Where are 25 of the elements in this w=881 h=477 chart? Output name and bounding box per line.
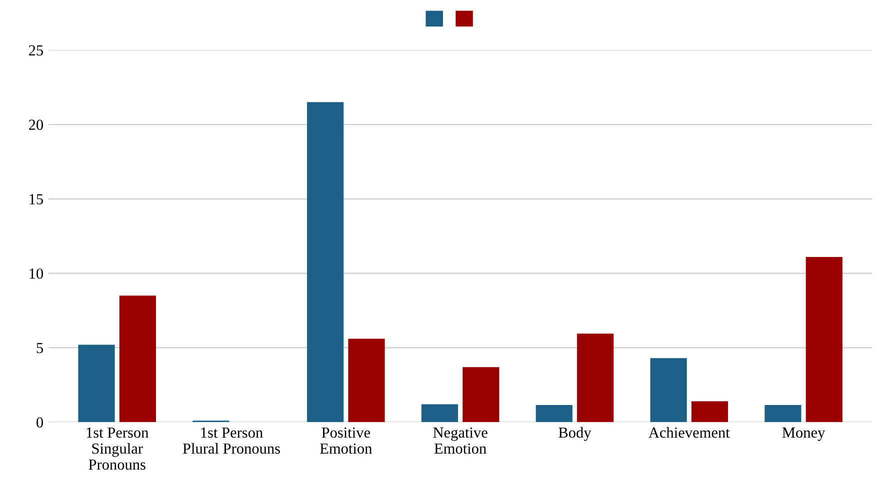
bar [348,338,385,422]
bar [764,405,802,422]
y-tick-label: 5 [36,343,43,354]
y-tick-label: 10 [30,268,44,279]
y-tick-label: 0 [36,417,44,428]
bar [806,256,842,422]
x-tick-label: Money [782,428,826,441]
bar [307,102,344,422]
x-tick-label: 1st Person Singular Pronouns [86,428,148,470]
x-tick-label: Achievement [648,427,730,438]
bar [421,404,458,422]
x-tick-label: Body [558,427,592,441]
bar [650,358,687,422]
y-tick-label: 15 [30,194,43,204]
bar [462,367,500,422]
x-tick-label: 1st Person Plural Pronouns [182,428,280,454]
x-tick-label: Negative Emotion [433,427,488,454]
x-tick-label: Positive Emotion [320,427,372,454]
y-tick-label: 20 [28,120,44,130]
bar [119,296,156,422]
bar [78,344,115,422]
bar [536,405,572,422]
bar [577,334,614,422]
bar [691,401,728,422]
y-tick-label: 25 [28,45,43,56]
